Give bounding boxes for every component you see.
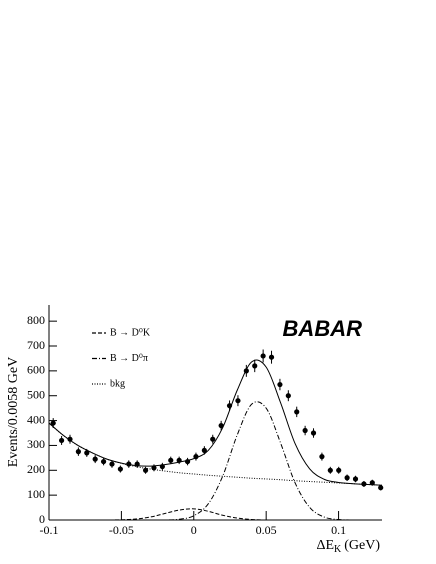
data-point [302,427,308,434]
data-point [378,485,384,491]
data-point [159,463,165,470]
data-point [193,454,199,460]
data-point [58,437,65,444]
y-tick-label: 700 [27,338,45,352]
legend-label: bkg [110,378,125,389]
data-point [184,458,191,465]
x-label-sub: K [334,544,342,555]
data-point [100,458,107,465]
curve [49,401,382,521]
y-tick-label: 100 [27,487,45,501]
data-point [361,481,367,487]
y-tick-label: 600 [27,363,45,377]
x-label-main: ΔE [316,538,334,553]
data-point [294,409,300,415]
data-point [235,398,241,404]
data-point [168,457,174,463]
data-point [201,447,207,454]
data-point [75,449,81,455]
data-point [109,461,115,467]
x-tick-label: 0.1 [331,523,346,537]
x-label-unit: (GeV) [344,538,380,553]
data-point [226,403,233,409]
data-point [117,466,123,472]
curve [48,422,383,486]
data-point [369,480,375,486]
x-axis-label: ΔEK (GeV) [316,538,380,555]
data-point [151,465,157,471]
curve [48,359,383,486]
y-tick-label: 200 [27,462,45,476]
x-tick-label: -0.1 [40,523,59,537]
data-point [319,454,325,460]
data-point [50,420,56,426]
x-tick-label: 0 [191,523,197,537]
y-tick-label: 0 [39,512,45,526]
data-point [268,354,275,360]
data-point [336,467,342,473]
data-point [285,393,291,399]
data-point [134,461,140,467]
x-tick-label: 0.05 [256,523,277,537]
data-point [92,456,98,462]
data-point [142,467,149,473]
y-tick-label: 300 [27,437,45,451]
legend-label: B → D⁰π [110,353,148,364]
data-point [327,467,333,473]
data-point [84,450,90,456]
data-point [126,461,132,467]
data-point [210,436,216,442]
data-point [344,475,350,481]
data-point [176,457,182,463]
data-point [277,381,283,388]
y-tick-label: 500 [27,387,45,401]
x-tick-label: -0.05 [109,523,134,537]
data-point [218,422,224,429]
y-axis-label: Events/0.0058 GeV [6,357,21,467]
data-point [243,368,249,374]
y-tick-label: 400 [27,412,45,426]
y-tick-label: 800 [27,313,45,327]
data-point [260,353,266,359]
legend-label: B → D⁰K [110,327,151,338]
logo: BABAR [283,316,363,341]
data-point [67,436,73,442]
data-point [310,430,317,436]
curve [49,508,382,521]
data-point [352,476,359,482]
data-point [252,363,258,369]
